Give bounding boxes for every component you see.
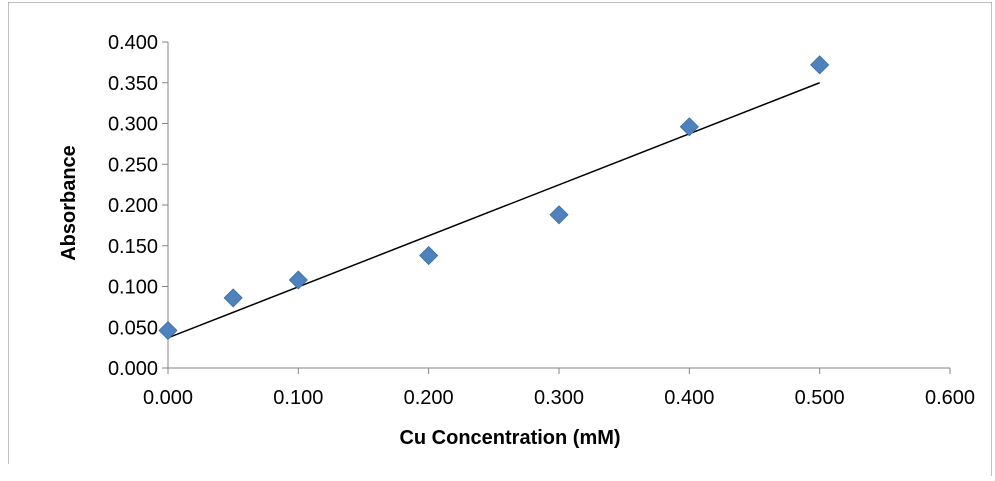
data-point — [549, 205, 569, 225]
x-axis-title: Cu Concentration (mM) — [399, 427, 620, 449]
axes-layer — [162, 41, 951, 374]
x-tick-label: 0.300 — [534, 387, 584, 409]
data-points-layer — [158, 55, 830, 341]
data-point — [419, 245, 439, 266]
y-tick-label: 0.250 — [108, 154, 158, 176]
tick-labels-layer: 0.000 0.050 0.100 0.150 0.200 0.250 0.300 0.350… — [108, 32, 975, 409]
y-tick-label: 0.050 — [108, 317, 158, 339]
chart-frame: 0.000 0.050 0.100 0.150 0.200 0.250 0.300 0.350… — [7, 1, 993, 476]
x-tick-label: 0.400 — [664, 387, 714, 409]
y-tick-label: 0.200 — [108, 195, 158, 217]
x-tick-label: 0.600 — [925, 387, 975, 409]
trendline-layer — [167, 82, 820, 339]
y-tick-label: 0.150 — [108, 236, 158, 258]
y-tick-label: 0.100 — [108, 277, 158, 299]
x-tick-label: 0.500 — [795, 387, 845, 409]
y-tick-label: 0.000 — [108, 358, 158, 380]
y-tick-label: 0.400 — [108, 32, 158, 54]
y-tick-label: 0.300 — [108, 114, 158, 136]
x-tick-label: 0.200 — [404, 387, 454, 409]
y-tick-label: 0.350 — [108, 73, 158, 95]
x-tick-label: 0.000 — [143, 387, 193, 409]
data-point — [223, 288, 243, 308]
scatter-chart: 0.000 0.050 0.100 0.150 0.200 0.250 0.300 0.350… — [7, 1, 993, 476]
data-point — [288, 270, 308, 290]
data-point — [158, 320, 178, 341]
data-point — [810, 55, 830, 75]
y-axis-title: Absorbance — [58, 145, 80, 261]
data-point — [679, 117, 699, 137]
linear-trendline — [167, 82, 820, 339]
x-tick-label: 0.100 — [273, 387, 323, 409]
